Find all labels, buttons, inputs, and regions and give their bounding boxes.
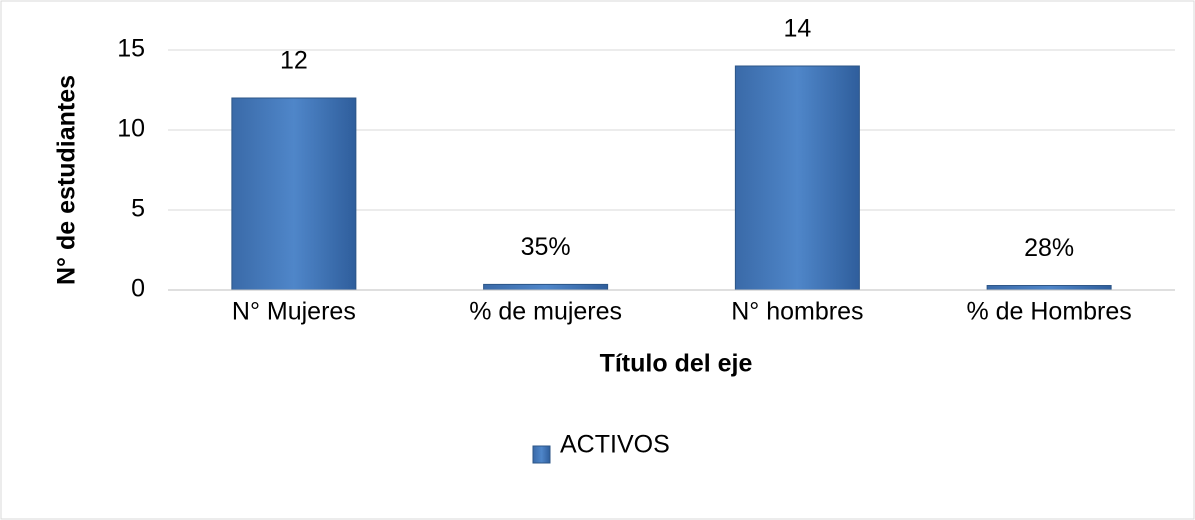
y-tick-label: 10 — [117, 115, 145, 143]
y-tick-label: 5 — [131, 195, 145, 223]
x-tick-label: N° Mujeres — [232, 298, 356, 326]
x-axis-title: Título del eje — [600, 350, 753, 378]
bar — [483, 283, 609, 291]
x-tick-label: N° hombres — [731, 298, 863, 326]
x-tick-label: % de mujeres — [469, 298, 622, 326]
bar — [986, 285, 1112, 291]
y-axis-title: N° de estudiantes — [53, 75, 81, 285]
bar — [734, 65, 860, 291]
data-label: 28% — [1024, 234, 1074, 262]
data-label: 35% — [521, 233, 571, 261]
legend-label: ACTIVOS — [560, 431, 670, 459]
data-label: 14 — [783, 15, 811, 43]
y-tick-label: 0 — [131, 275, 145, 303]
x-tick-label: % de Hombres — [966, 298, 1131, 326]
legend-swatch — [532, 445, 551, 464]
data-label: 12 — [280, 47, 308, 75]
bar — [231, 97, 357, 291]
y-tick-label: 15 — [117, 35, 145, 63]
